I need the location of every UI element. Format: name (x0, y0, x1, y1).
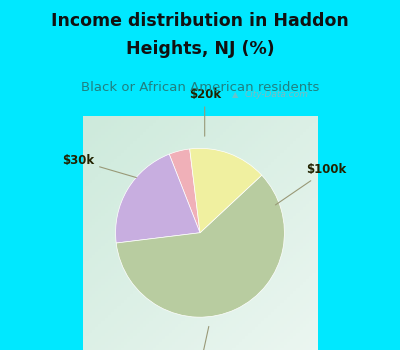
Wedge shape (116, 154, 200, 243)
Text: $20k: $20k (189, 88, 221, 136)
Text: $75k: $75k (184, 327, 216, 350)
Text: $100k: $100k (276, 163, 347, 205)
Text: Income distribution in Haddon: Income distribution in Haddon (51, 12, 349, 30)
Text: ▲: ▲ (232, 90, 239, 99)
Text: Black or African American residents: Black or African American residents (81, 81, 319, 94)
Text: Heights, NJ (%): Heights, NJ (%) (126, 40, 274, 57)
Wedge shape (116, 175, 284, 317)
Wedge shape (169, 149, 200, 233)
Text: City-Data.com: City-Data.com (245, 90, 309, 99)
Text: $30k: $30k (62, 154, 136, 177)
Wedge shape (190, 148, 262, 233)
